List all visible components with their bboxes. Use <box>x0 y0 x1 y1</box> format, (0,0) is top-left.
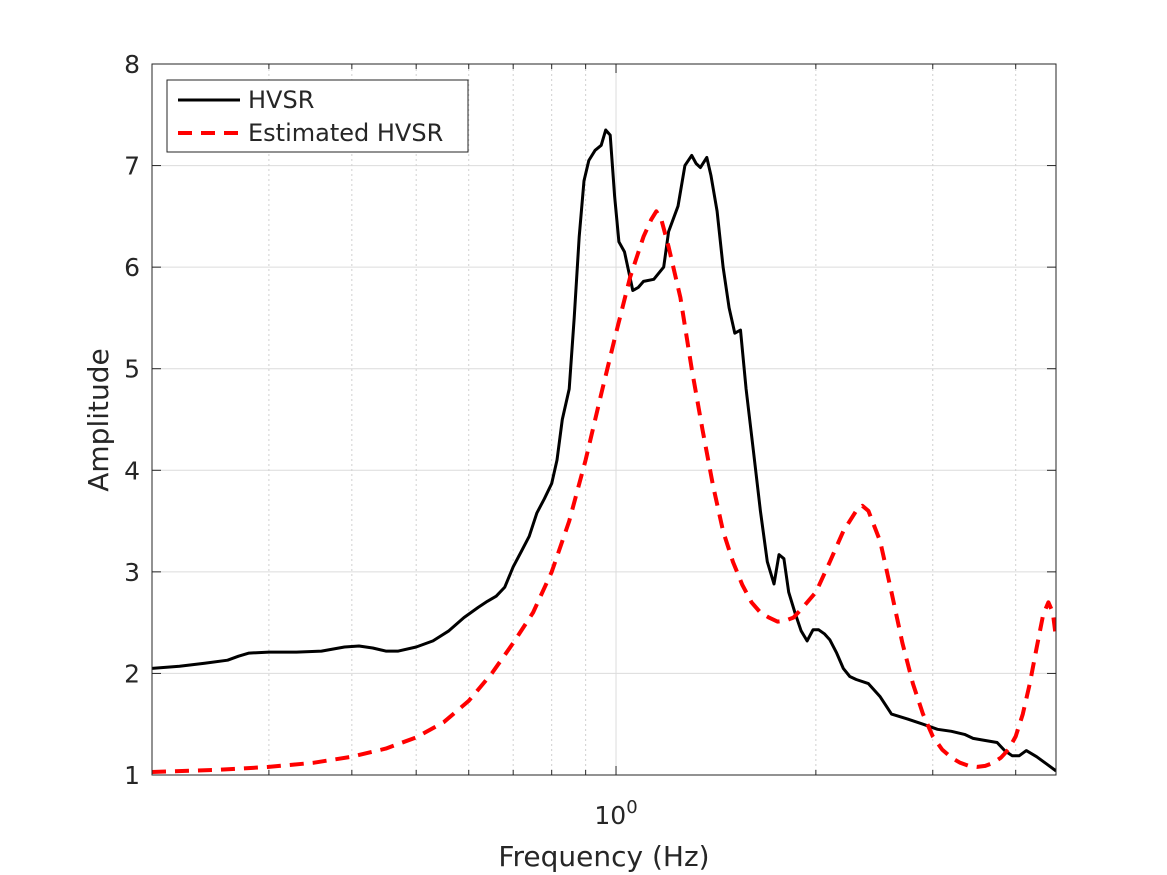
grid-lines <box>152 64 1056 775</box>
series-line-hvsr <box>152 128 1056 773</box>
x-tick-label-exponent: 0 <box>626 797 637 818</box>
axis-ticks: 1 2 3 4 5 6 7 8 100 <box>124 50 1056 830</box>
x-tick-label: 100 <box>594 797 637 830</box>
y-tick-label: 6 <box>124 253 140 282</box>
legend: HVSR Estimated HVSR <box>166 79 469 153</box>
y-tick-label: 2 <box>124 659 140 688</box>
y-tick-label: 8 <box>124 50 140 79</box>
y-tick-label: 5 <box>124 355 140 384</box>
plot-frame <box>151 63 1057 776</box>
y-tick-label: 3 <box>124 558 140 587</box>
legend-label-hvsr: HVSR <box>248 86 314 114</box>
series-line-estimated-hvsr <box>152 209 1056 774</box>
x-axis-label: Frequency (Hz) <box>498 840 709 873</box>
y-tick-label: 4 <box>124 456 140 485</box>
series-layer <box>152 128 1056 774</box>
y-tick-label: 1 <box>124 761 140 790</box>
plot-area <box>152 64 1056 775</box>
y-axis-label: Amplitude <box>82 348 115 492</box>
x-tick-label-base: 10 <box>594 801 626 830</box>
legend-label-estimated-hvsr: Estimated HVSR <box>248 119 443 147</box>
legend-box <box>166 79 469 153</box>
y-tick-label: 7 <box>124 152 140 181</box>
